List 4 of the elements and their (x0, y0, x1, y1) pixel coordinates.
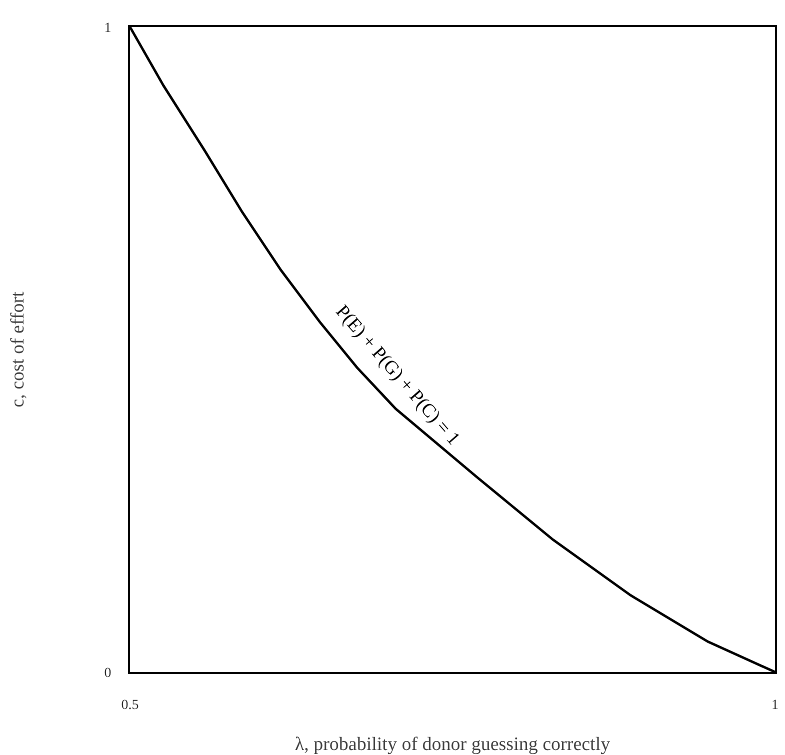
y-axis-title: c, cost of effort (8, 290, 29, 408)
y-tick-label: 0 (104, 666, 112, 681)
x-tick-label: 0.5 (121, 698, 139, 713)
x-axis-title: λ, probability of donor guessing correctly (294, 734, 611, 755)
